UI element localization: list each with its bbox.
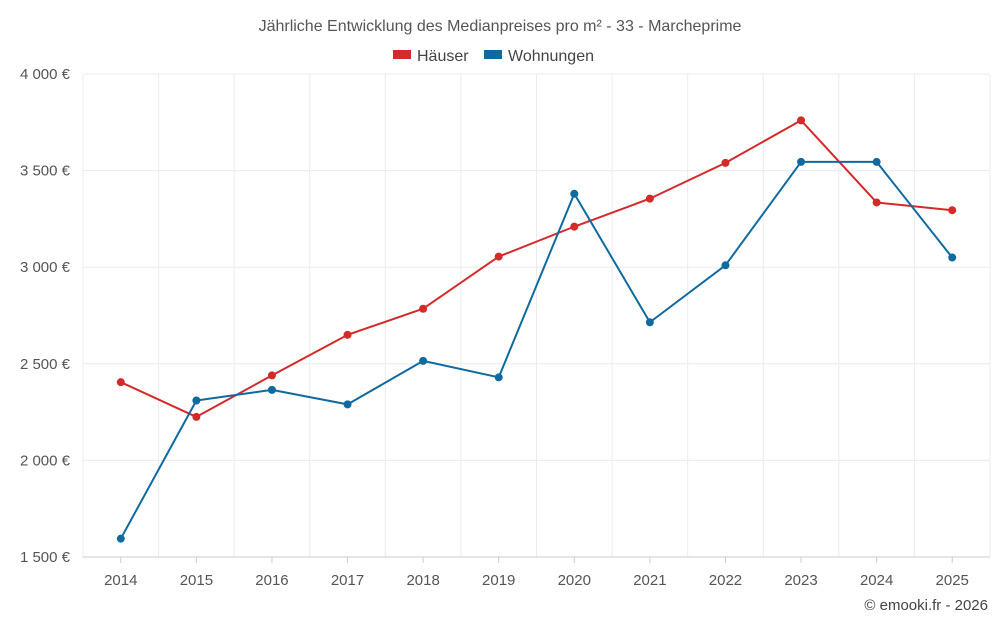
data-point-wohnungen[interactable] <box>872 157 881 166</box>
data-point-h-user[interactable] <box>494 252 503 261</box>
chart-title: Jährliche Entwicklung des Medianpreises … <box>259 18 742 35</box>
data-point-h-user[interactable] <box>872 198 881 207</box>
x-tick-label: 2023 <box>784 572 817 589</box>
legend-label: Häuser <box>417 48 469 65</box>
x-tick-label: 2020 <box>558 572 591 589</box>
x-tick-label: 2022 <box>709 572 742 589</box>
x-tick-label: 2015 <box>180 572 213 589</box>
y-tick-label: 3 500 € <box>20 163 71 180</box>
legend: Häuser Wohnungen <box>393 48 594 65</box>
legend-label: Wohnungen <box>508 48 594 65</box>
data-point-h-user[interactable] <box>192 412 201 421</box>
y-tick-label: 4 000 € <box>20 66 71 83</box>
copyright-credit: © emooki.fr - 2026 <box>864 597 988 614</box>
data-point-wohnungen[interactable] <box>797 157 806 166</box>
data-point-h-user[interactable] <box>343 330 352 339</box>
x-tick-label: 2018 <box>406 572 439 589</box>
data-point-wohnungen[interactable] <box>645 318 654 327</box>
legend-swatch <box>393 50 411 59</box>
x-tick-label: 2021 <box>633 572 666 589</box>
data-point-h-user[interactable] <box>721 158 730 167</box>
data-point-wohnungen[interactable] <box>419 356 428 365</box>
data-point-h-user[interactable] <box>797 116 806 125</box>
y-tick-label: 2 000 € <box>20 452 71 469</box>
data-point-h-user[interactable] <box>419 304 428 313</box>
grid <box>82 73 991 557</box>
x-tick-label: 2024 <box>860 572 893 589</box>
x-tick-label: 2014 <box>104 572 137 589</box>
y-tick-label: 1 500 € <box>20 549 71 566</box>
y-tick-label: 3 000 € <box>20 259 71 276</box>
legend-item-h-user[interactable]: Häuser <box>393 48 469 65</box>
legend-swatch <box>484 50 502 59</box>
data-point-h-user[interactable] <box>570 222 579 231</box>
data-point-h-user[interactable] <box>116 378 125 387</box>
y-axis: 1 500 € 2 000 € 2 500 € 3 000 € 3 500 € 4 000… <box>20 66 71 566</box>
x-axis: 2014 2015 2016 2017 2018 2019 2020 2021 2022 2023… <box>83 556 990 589</box>
data-point-wohnungen[interactable] <box>267 385 276 394</box>
legend-item-wohnungen[interactable]: Wohnungen <box>484 48 594 65</box>
series-line-wohnungen <box>119 160 953 540</box>
data-point-h-user[interactable] <box>948 206 957 215</box>
data-point-wohnungen[interactable] <box>494 373 503 382</box>
data-point-wohnungen[interactable] <box>570 189 579 198</box>
data-point-wohnungen[interactable] <box>116 534 125 543</box>
data-point-h-user[interactable] <box>267 371 276 380</box>
y-tick-label: 2 500 € <box>20 356 71 373</box>
data-point-wohnungen[interactable] <box>948 253 957 262</box>
data-point-h-user[interactable] <box>645 194 654 203</box>
data-point-wohnungen[interactable] <box>343 400 352 409</box>
x-tick-label: 2017 <box>331 572 364 589</box>
x-tick-label: 2016 <box>255 572 288 589</box>
data-point-wohnungen[interactable] <box>721 261 730 270</box>
series-layer <box>116 116 957 543</box>
data-point-wohnungen[interactable] <box>192 396 201 405</box>
x-tick-label: 2019 <box>482 572 515 589</box>
series-line-h-user <box>120 119 953 418</box>
x-tick-label: 2025 <box>936 572 969 589</box>
